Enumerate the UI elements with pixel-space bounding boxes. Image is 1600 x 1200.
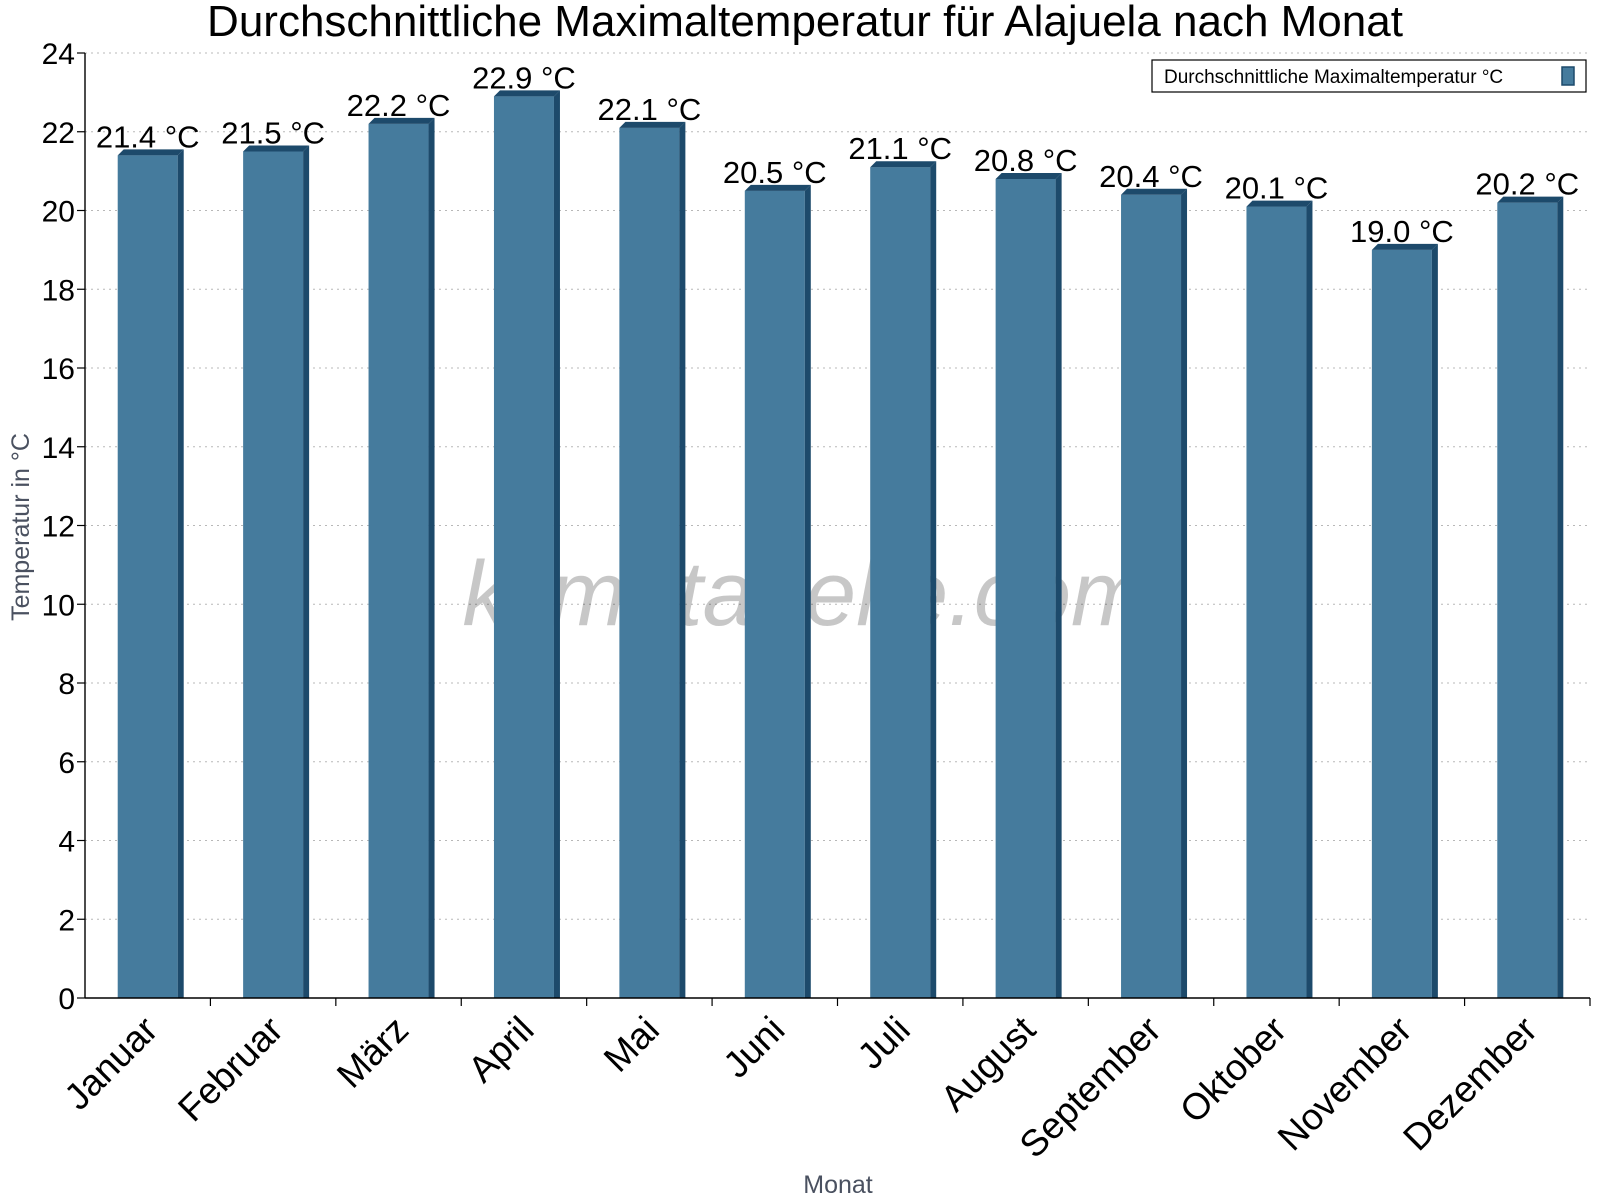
bar: [1497, 196, 1564, 998]
bar-front: [619, 127, 680, 998]
x-tick-label: Januar: [56, 1009, 165, 1118]
data-label: 19.0 °C: [1350, 214, 1454, 249]
data-label: 22.2 °C: [347, 88, 451, 123]
bar-side: [1557, 196, 1564, 998]
data-label: 20.8 °C: [974, 143, 1078, 178]
bar-side: [804, 184, 811, 998]
y-tick-label: 12: [42, 511, 75, 544]
legend-swatch: [1561, 66, 1575, 86]
y-tick-label: 22: [42, 117, 75, 150]
y-tick-label: 14: [42, 432, 75, 465]
x-tick-label: November: [1270, 1009, 1420, 1159]
bar-top: [243, 145, 310, 152]
data-label: 20.2 °C: [1475, 167, 1579, 202]
bar-top: [995, 173, 1062, 179]
data-label: 22.9 °C: [472, 60, 576, 95]
bar-side: [1181, 188, 1188, 998]
legend-box: [1151, 59, 1587, 93]
bar-top: [1246, 200, 1313, 207]
bar: [995, 173, 1062, 998]
bar-top: [870, 161, 937, 168]
bar-front: [243, 151, 304, 998]
bar: [619, 121, 686, 998]
bar: [1121, 188, 1188, 998]
legend-label: Durchschnittliche Maximaltemperatur °C: [1164, 67, 1503, 88]
data-label: 20.5 °C: [723, 155, 827, 190]
x-axis-label: Monat: [803, 1171, 873, 1199]
bar: [368, 117, 435, 998]
bar: [117, 149, 184, 998]
y-tick-label: 16: [42, 353, 75, 386]
x-tick-label: Oktober: [1172, 1009, 1294, 1131]
bar: [243, 145, 310, 998]
x-tick-label: Februar: [170, 1009, 291, 1130]
bar-front: [1246, 206, 1307, 998]
bar-top: [368, 117, 435, 124]
x-tick-label: Mai: [596, 1009, 667, 1080]
x-tick-label: Juli: [850, 1009, 918, 1077]
bar-front: [368, 123, 429, 998]
bar-top: [1121, 188, 1188, 195]
bar-side: [1306, 200, 1313, 998]
legend: Durchschnittliche Maximaltemperatur °C: [1151, 59, 1587, 93]
bar-side: [303, 145, 310, 998]
y-tick-label: 6: [58, 747, 75, 780]
bar-top: [1497, 196, 1564, 203]
bar-front: [995, 179, 1056, 998]
x-tick-label: Juni: [715, 1009, 792, 1086]
bar-side: [177, 149, 184, 998]
y-axis-label: Temperatur in °C: [7, 433, 35, 621]
bar-front: [1121, 194, 1182, 998]
bar-side: [553, 90, 560, 998]
bar-front: [117, 155, 178, 998]
bar-side: [1431, 243, 1438, 998]
y-tick-label: 20: [42, 196, 75, 229]
bar-front: [1371, 249, 1432, 998]
x-tick-label: Dezember: [1395, 1009, 1545, 1159]
y-tick-label: 10: [42, 589, 75, 622]
bar-top: [619, 121, 686, 128]
data-label: 21.1 °C: [848, 131, 952, 166]
data-label: 20.4 °C: [1099, 159, 1203, 194]
bar-side: [679, 121, 686, 998]
bar: [493, 90, 560, 998]
data-label: 22.1 °C: [598, 92, 702, 127]
data-label: 21.5 °C: [221, 115, 325, 150]
bar-top: [493, 90, 560, 97]
chart-title: Durchschnittliche Maximaltemperatur für …: [207, 0, 1403, 46]
bar: [744, 184, 811, 998]
bar-top: [1371, 243, 1438, 250]
bar: [870, 161, 937, 998]
bar-side: [1055, 173, 1062, 998]
bar: [1371, 243, 1438, 998]
y-tick-label: 18: [42, 274, 75, 307]
y-tick-label: 4: [58, 826, 75, 859]
bar-top: [117, 149, 184, 156]
y-tick-label: 8: [58, 668, 75, 701]
grid-lines: [85, 52, 1590, 920]
data-label: 20.1 °C: [1225, 171, 1329, 206]
x-tick-label: März: [329, 1009, 416, 1096]
y-tick-label: 2: [58, 904, 75, 937]
bar-front: [493, 96, 554, 998]
bar-side: [930, 161, 937, 998]
x-tick-label: August: [933, 1008, 1044, 1119]
x-tick-label: April: [460, 1009, 541, 1090]
data-label: 21.4 °C: [96, 119, 200, 154]
x-axis-ticks: Januar Februar März April Mai Juni Juli AugustS…: [56, 998, 1591, 1166]
y-tick-label: 0: [58, 983, 75, 1016]
bars: [117, 90, 1564, 998]
bar-top: [744, 184, 811, 191]
bar-front: [744, 190, 805, 998]
bar: [1246, 200, 1313, 998]
bar-front: [1497, 202, 1558, 998]
bar-front: [870, 167, 931, 998]
data-labels: 21.4 °C 21.5 °C 22.2 °C 22.9 °C 22.1 °C 20.5 …: [96, 60, 1579, 249]
bar-side: [428, 117, 435, 998]
y-tick-label: 24: [42, 38, 75, 71]
